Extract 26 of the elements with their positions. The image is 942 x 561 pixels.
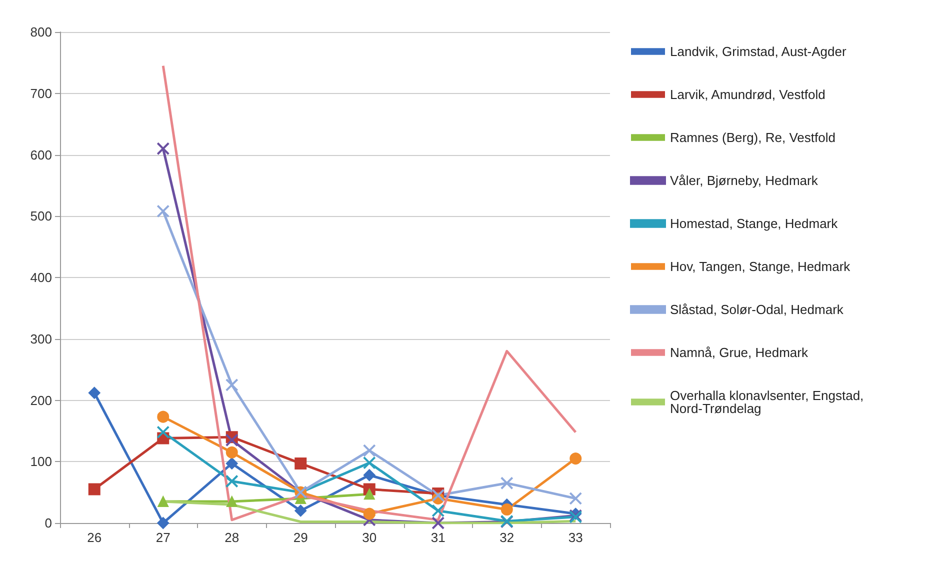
- legend-label: Slåstad, Solør-Odal, Hedmark: [670, 302, 844, 317]
- y-tick-label: 600: [30, 147, 52, 162]
- y-tick-label: 800: [30, 24, 52, 40]
- legend-label: Hov, Tangen, Stange, Hedmark: [670, 259, 851, 274]
- legend-label: Larvik, Amundrød, Vestfold: [670, 87, 826, 102]
- x-tick-label: 27: [156, 530, 170, 545]
- y-tick-label: 500: [30, 208, 52, 224]
- x-tick-label: 26: [87, 530, 102, 545]
- y-tick-label: 700: [30, 86, 52, 101]
- y-tick-label: 100: [30, 454, 52, 470]
- x-tick-label: 33: [568, 530, 583, 545]
- legend-label: Namnå, Grue, Hedmark: [670, 345, 808, 360]
- legend-label: Våler, Bjørneby, Hedmark: [670, 173, 818, 188]
- x-tick-label: 28: [224, 530, 240, 545]
- y-tick-label: 200: [30, 392, 52, 408]
- legend-label: Landvik, Grimstad, Aust-Agder: [670, 44, 847, 59]
- x-tick-label: 31: [430, 530, 446, 545]
- y-tick-label: 0: [44, 516, 52, 530]
- x-tick-label: 30: [362, 530, 377, 545]
- x-tick-label: 32: [500, 530, 514, 545]
- y-tick-label: 400: [30, 270, 52, 285]
- legend-label: Overhalla klonavlsenter, Engstad, Nord-Trøndelag: [670, 388, 864, 416]
- legend-label: Ramnes (Berg), Re, Vestfold: [670, 130, 836, 145]
- legend-label: Homestad, Stange, Hedmark: [670, 216, 838, 231]
- x-tick-label: 29: [293, 530, 308, 545]
- y-tick-label: 300: [30, 331, 52, 346]
